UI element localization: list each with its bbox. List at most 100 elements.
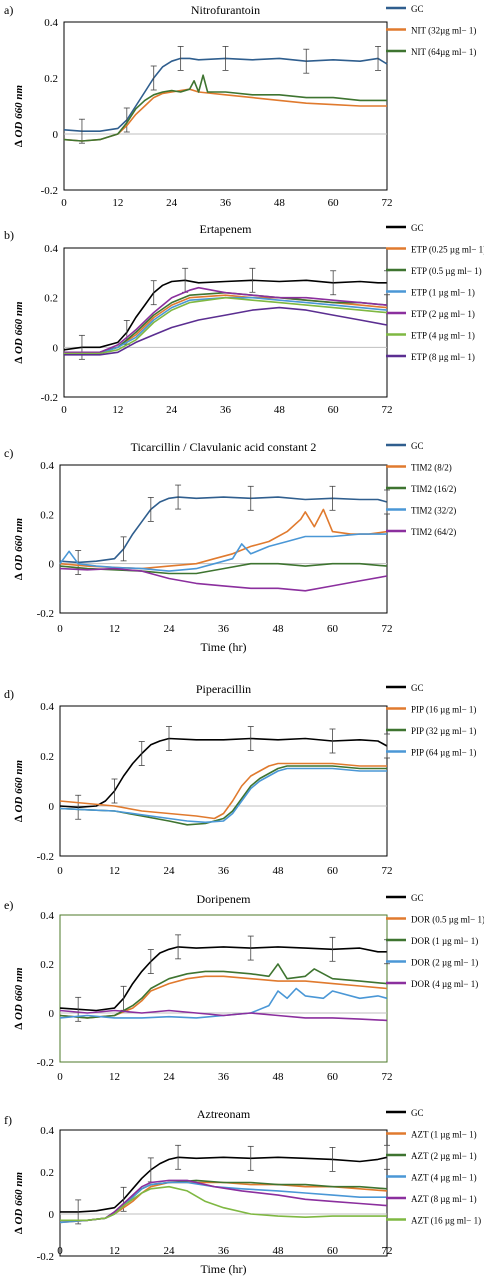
legend-label: PIP (32 µg ml− 1): [411, 726, 476, 736]
x-tick-label: 36: [220, 197, 232, 209]
legend-label: PIP (16 µg ml− 1): [411, 705, 476, 715]
series-1: GC: [59, 441, 424, 575]
y-tick-label: 0: [53, 342, 59, 354]
series-line: [64, 296, 388, 355]
series-line: [63, 74, 387, 142]
series-3: DOR (1 µg ml− 1): [59, 936, 478, 1019]
x-tick-label: 60: [328, 404, 340, 416]
legend-label: GC: [411, 223, 424, 233]
plot-border: [63, 247, 388, 398]
series-4: ETP (1 µg ml− 1): [63, 288, 475, 355]
legend-label: GC: [411, 893, 424, 903]
y-tick-label: 0: [53, 129, 59, 141]
legend-label: DOR (2 µg ml− 1): [411, 958, 478, 968]
series-line: [63, 279, 387, 351]
x-tick-label: 48: [274, 404, 286, 416]
x-tick-label: 72: [382, 865, 393, 877]
legend-label: ETP (4 µg ml− 1): [411, 331, 475, 341]
chart-panel-5: e) Doripenem-0.200.20.40 12 24 36 48 60 72∆ OD …: [4, 892, 484, 1083]
chart-panel-4: d) Piperacillin-0.200.20.40 12 24 36 48 60 72∆ …: [4, 682, 476, 877]
x-axis-label: Time (hr): [201, 640, 247, 654]
series-line: [64, 306, 388, 356]
x-tick-label: 48: [273, 865, 285, 877]
y-tick-label: -0.2: [37, 851, 54, 863]
series-line: [59, 963, 388, 1019]
x-tick-label: 72: [382, 1071, 393, 1083]
panel-label: f): [4, 1113, 12, 1127]
series-line: [59, 533, 387, 572]
legend-label: TIM2 (32/2): [411, 506, 456, 516]
x-tick-label: 60: [327, 865, 339, 877]
legend-label: AZT (1 µg ml− 1): [411, 1130, 477, 1140]
legend-label: DOR (0.5 µg ml− 1): [411, 915, 484, 925]
series-3: PIP (32 µg ml− 1): [59, 726, 476, 826]
series-5: DOR (4 µg ml− 1): [59, 979, 478, 1022]
y-tick-label: 0.4: [44, 243, 58, 255]
legend-label: TIM2 (16/2): [411, 484, 456, 494]
panel-label: e): [4, 898, 13, 912]
series-line: [59, 765, 387, 826]
chart-title: Nitrofurantoin: [191, 3, 260, 17]
y-tick-label: 0.2: [40, 751, 54, 763]
x-tick-label: 12: [109, 1245, 120, 1257]
y-tick-label: 0.2: [40, 959, 54, 971]
series-1: GC: [59, 683, 424, 820]
y-tick-label: 0.4: [40, 1125, 54, 1137]
chart-title: Ertapenem: [200, 222, 253, 236]
legend-label: NIT (64µg ml− 1): [411, 47, 476, 57]
x-tick-label: 48: [274, 197, 286, 209]
x-tick-label: 72: [382, 1245, 393, 1257]
series-6: ETP (4 µg ml− 1): [64, 296, 475, 355]
series-line: [59, 767, 387, 824]
series-1: GC: [63, 4, 424, 144]
legend-label: TIM2 (8/2): [411, 463, 452, 473]
series-line: [60, 1185, 387, 1222]
x-tick-label: 48: [273, 623, 285, 635]
y-axis-label: ∆ OD 660 nm: [13, 1172, 25, 1234]
series-line: [59, 946, 387, 1012]
plot-border: [59, 1129, 388, 1257]
y-tick-label: 0.4: [40, 910, 54, 922]
series-line: [63, 296, 388, 355]
x-tick-label: 36: [220, 404, 232, 416]
y-tick-label: -0.2: [37, 1057, 54, 1069]
x-tick-label: 36: [218, 865, 230, 877]
panel-label: c): [4, 446, 13, 460]
y-tick-label: -0.2: [41, 185, 58, 197]
series-line: [59, 562, 388, 575]
y-tick-label: -0.2: [41, 392, 58, 404]
series-7: ETP (8 µg ml− 1): [64, 306, 475, 362]
x-tick-label: 48: [273, 1245, 285, 1257]
y-tick-label: -0.2: [37, 608, 54, 620]
legend-label: GC: [411, 4, 424, 14]
x-tick-label: 0: [57, 1071, 63, 1083]
legend-label: PIP (64 µg ml− 1): [411, 748, 476, 758]
plot-border: [59, 914, 388, 1063]
series-line: [59, 496, 388, 564]
series-4: TIM2 (32/2): [59, 506, 456, 572]
legend-label: ETP (0.25 µg ml− 1): [411, 245, 484, 255]
x-tick-label: 24: [166, 404, 178, 416]
x-axis-label: Time (hr): [201, 1262, 247, 1276]
legend-label: NIT (32µg ml− 1): [411, 26, 476, 36]
x-tick-label: 72: [382, 197, 393, 209]
series-1: GC: [60, 1108, 424, 1225]
plot-border: [59, 705, 388, 857]
series-3: AZT (2 µg ml− 1): [60, 1151, 477, 1222]
y-tick-label: 0: [49, 559, 55, 571]
x-tick-label: 36: [218, 623, 230, 635]
series-line: [59, 567, 388, 592]
chart-panel-6: f) Aztreonam-0.200.20.40 12 24 36 48 60 72∆ OD …: [4, 1107, 481, 1276]
y-tick-label: 0.2: [44, 293, 58, 305]
y-tick-label: 0.4: [40, 701, 54, 713]
x-tick-label: 12: [109, 865, 120, 877]
series-1: GC: [59, 893, 424, 1022]
x-tick-label: 60: [327, 1071, 339, 1083]
legend-label: DOR (1 µg ml− 1): [411, 936, 478, 946]
series-line: [59, 987, 388, 1019]
x-tick-label: 12: [109, 623, 120, 635]
x-tick-label: 72: [382, 623, 393, 635]
chart-title: Ticarcillin / Clavulanic acid constant 2: [131, 440, 317, 454]
series-line: [60, 1156, 388, 1213]
chart-title: Aztreonam: [197, 1107, 251, 1121]
